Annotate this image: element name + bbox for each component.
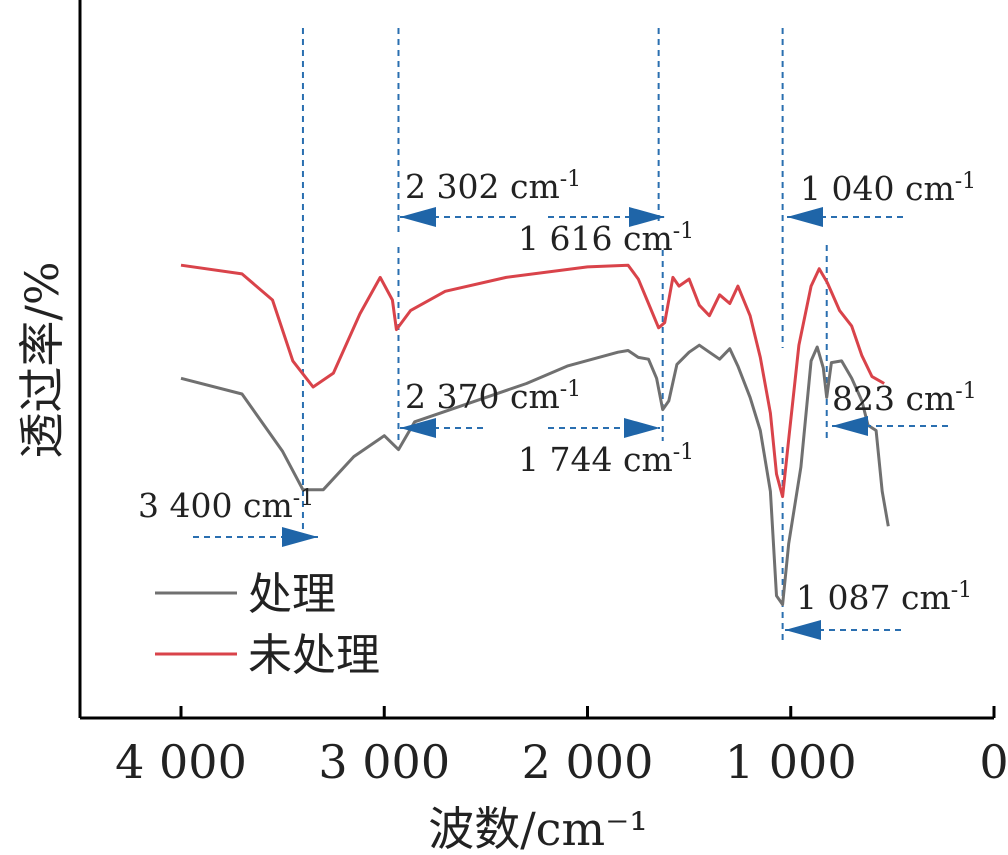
legend-label-treated: 处理 <box>248 569 336 620</box>
annotation-arrowhead-1-1 <box>629 207 665 227</box>
x-tick-label-0: 0 <box>979 735 1008 789</box>
x-tick-label-2000: 2 000 <box>522 735 654 789</box>
x-tick-label-4000: 4 000 <box>115 735 247 789</box>
annotation-label-1087cm: 1 087 cm-1 <box>796 578 972 617</box>
x-axis-title: 波数/cm⁻¹ <box>428 802 648 855</box>
x-ticks: 4 000 3 000 2 000 1 000 0 <box>115 706 1008 789</box>
legend: 处理 未处理 <box>155 569 380 681</box>
y-axis-title: 透过率/% <box>15 261 69 458</box>
series-line-treated <box>180 343 890 606</box>
annotation-arrowhead-0-0 <box>282 527 318 547</box>
annotation-label-2370cm: 2 370 cm-1 <box>405 377 581 416</box>
annotation-label-3400cm: 3 400 cm-1 <box>138 486 314 525</box>
annotation-arrowhead-3-0 <box>400 418 436 438</box>
x-tick-label-1000: 1 000 <box>725 735 857 789</box>
annotation-arrowhead-3-1 <box>624 418 660 438</box>
series-line-untreated <box>180 263 885 499</box>
legend-label-untreated: 未处理 <box>248 630 380 681</box>
annotation-arrowhead-7-0 <box>785 620 821 640</box>
annotation-label-1744cm: 1 744 cm-1 <box>518 440 694 479</box>
x-tick-label-3000: 3 000 <box>318 735 450 789</box>
annotation-label-2302cm: 2 302 cm-1 <box>405 167 581 206</box>
annotation-label-823cm: 823 cm-1 <box>832 379 977 418</box>
annotation-arrowhead-1-0 <box>400 207 436 227</box>
annotation-label-1040cm: 1 040 cm-1 <box>800 169 976 208</box>
axes <box>78 0 994 720</box>
annotation-arrowhead-5-0 <box>787 207 823 227</box>
annotation-label-1616cm: 1 616 cm-1 <box>518 219 694 258</box>
reference-lines <box>301 28 828 642</box>
series-lines <box>180 263 890 606</box>
annotation-arrowhead-6-0 <box>832 416 868 436</box>
annotations: 3 400 cm-1 2 302 cm-1 1 616 cm-1 2 370 cm-1… <box>138 167 977 640</box>
